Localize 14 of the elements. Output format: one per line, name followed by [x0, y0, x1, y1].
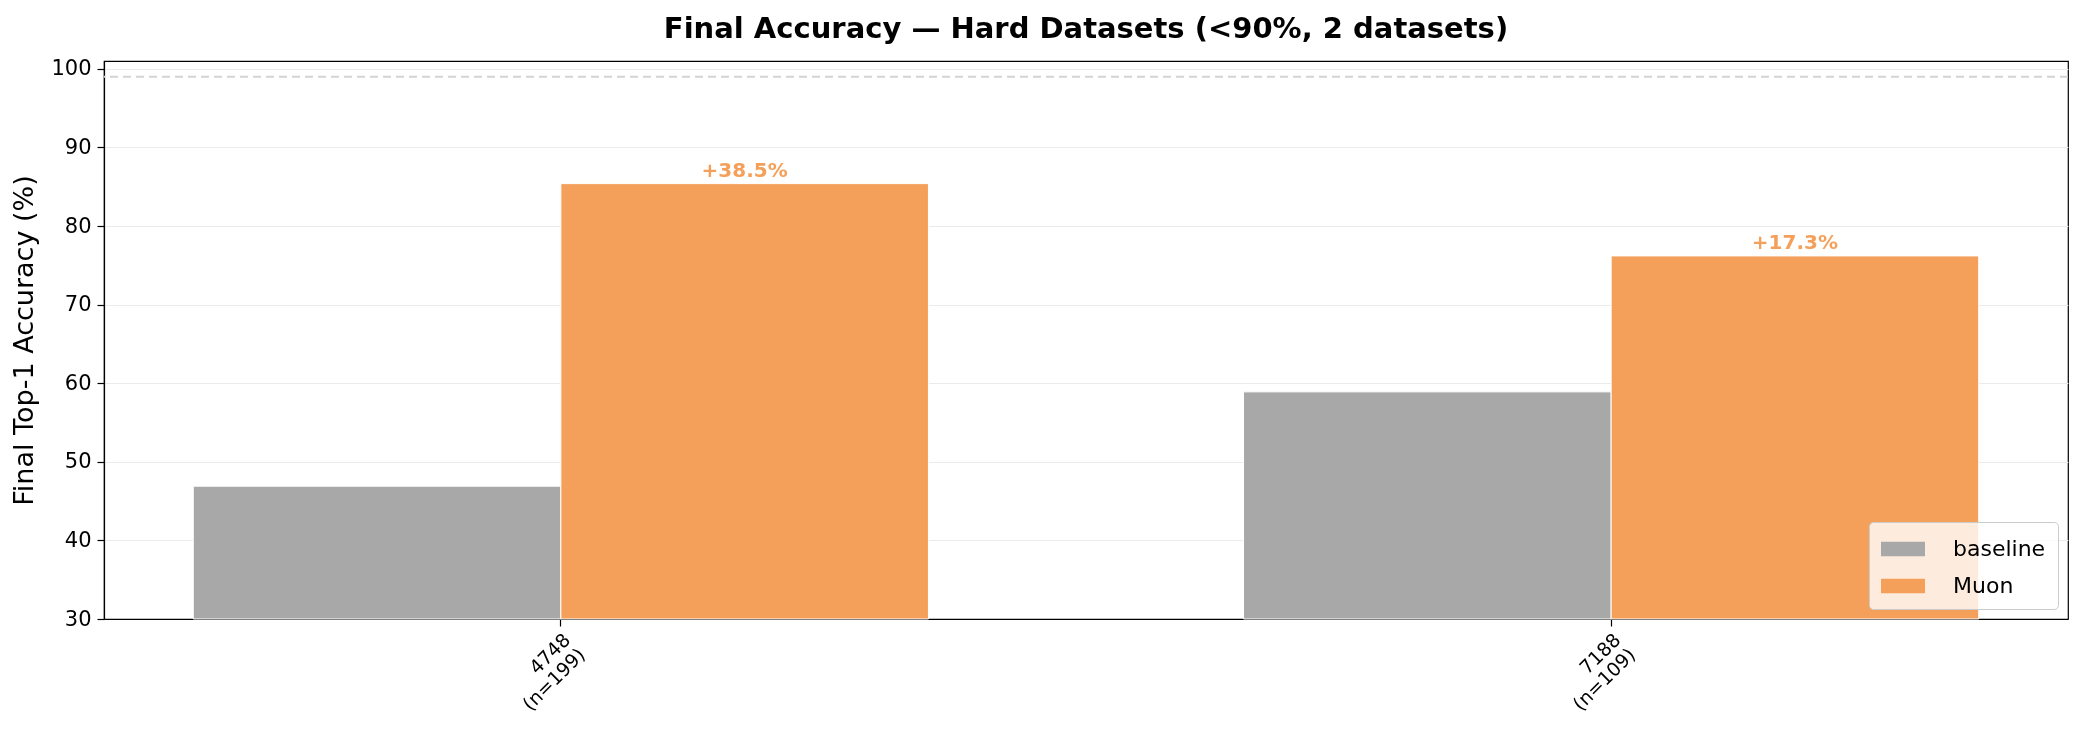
y-tick-label: 50 [64, 449, 92, 474]
y-tick-label: 90 [64, 134, 92, 159]
y-tick-label: 80 [64, 213, 92, 238]
y-axis-title: Final Top-1 Accuracy (%) [8, 175, 40, 506]
legend-label: Muon [1953, 573, 2014, 598]
y-tick-label: 40 [64, 527, 92, 552]
y-tick-label: 60 [64, 370, 92, 395]
annotation: +38.5% [701, 157, 788, 182]
annotation: +17.3% [1751, 229, 1839, 254]
legend-label: baseline [1953, 536, 2046, 561]
y-tick-label: 30 [64, 606, 92, 631]
y-tick-label: 100 [51, 56, 92, 81]
y-tick-label: 70 [64, 292, 92, 317]
chart-title: Final Accuracy — Hard Datasets (<90%, 2 datasets) [663, 10, 1509, 45]
